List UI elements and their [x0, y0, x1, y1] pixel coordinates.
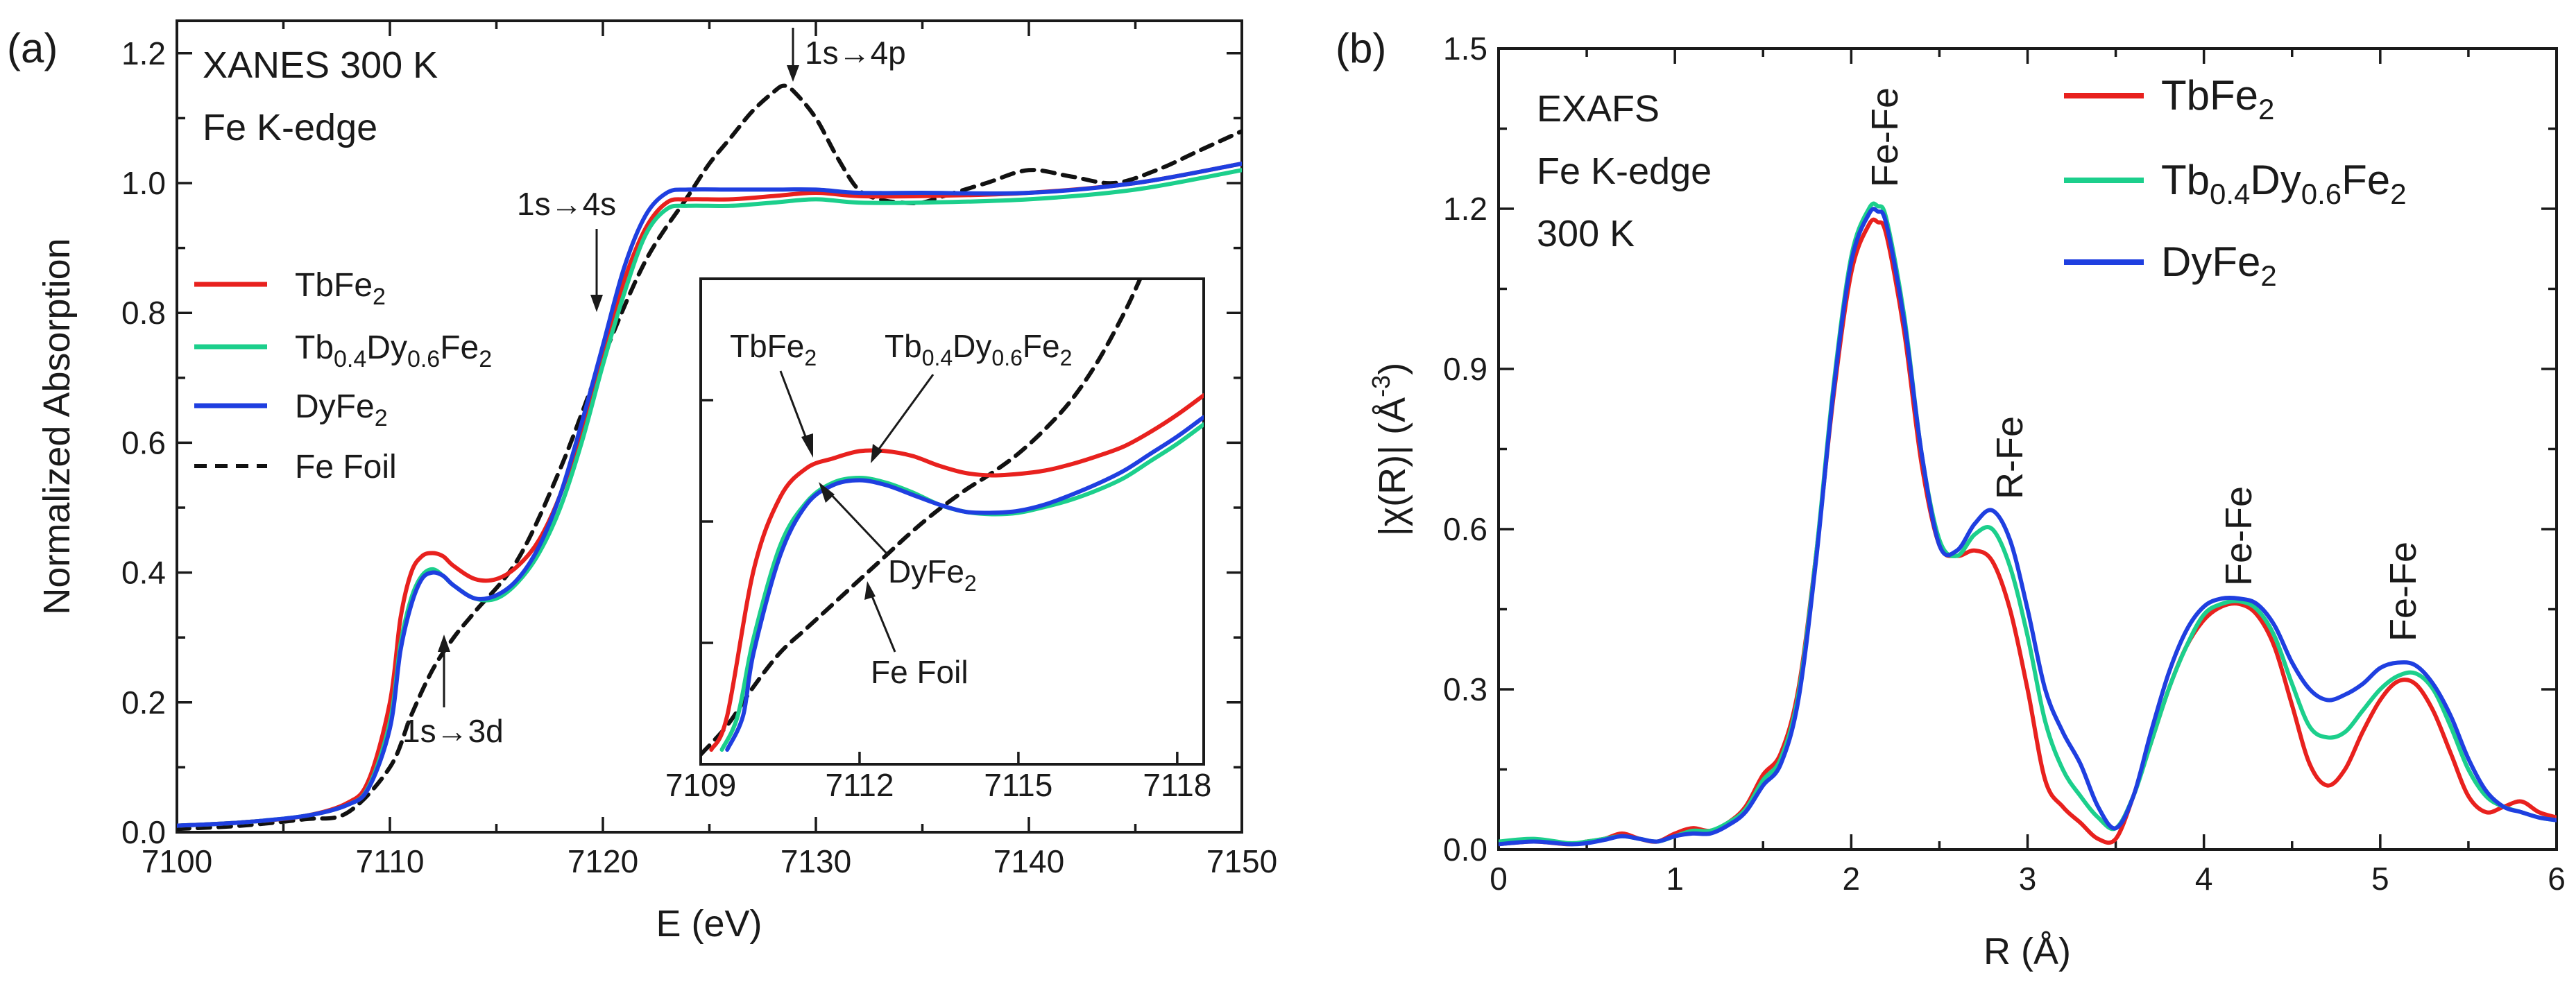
- x-tick-label-7140: 7140: [993, 843, 1064, 879]
- panel-a-y-axis-label: Normalized Absorption: [36, 238, 78, 614]
- panel-a-series: [177, 83, 1242, 832]
- inset-label-fe-foil: Fe Foil: [871, 654, 969, 690]
- inset-x-tick-label-7112: 7112: [825, 767, 894, 803]
- inset-series: [701, 279, 1204, 757]
- inset-label-dyfe2: DyFe2: [888, 553, 977, 596]
- y-tick-label-0.6: 0.6: [121, 424, 166, 460]
- panel-a-inset: 7109 7112 7115 7118 TbFe2 Tb0.4Dy0.6Fe2 DyF…: [665, 277, 1211, 803]
- legend-b-label-tb04dy06fe2: Tb0.4Dy0.6Fe2: [2161, 157, 2407, 210]
- legend-a-label-tbfe2: TbFe2: [295, 267, 386, 310]
- x-tick-label-4: 4: [2195, 861, 2213, 897]
- legend-a-label-tb04dy06fe2: Tb0.4Dy0.6Fe2: [295, 329, 492, 372]
- peak-label-fe-fe-1: Fe-Fe: [1864, 87, 1906, 187]
- y-tick-label-1.2: 1.2: [121, 35, 166, 71]
- inset-arrowhead-dyfe2: [819, 482, 835, 503]
- panel-a-x-axis-label: E (eV): [656, 903, 762, 945]
- series-line-dyfe2: [177, 161, 1242, 828]
- x-tick-label-7110: 7110: [356, 843, 425, 879]
- x-tick-label-7100: 7100: [142, 843, 212, 879]
- y-tick-label-0: 0.0: [1443, 832, 1487, 868]
- panel-b-x-axis-label: R (Å): [1984, 931, 2071, 972]
- panel-b-y-axis-label: |χ(R)| (Å-3): [1367, 363, 1413, 536]
- inset-arrow-fe-foil: [869, 592, 896, 653]
- x-tick-label-7120: 7120: [568, 843, 638, 879]
- y-tick-label-1.5: 1.5: [1443, 31, 1487, 67]
- inset-arrow-tb04dy06fe2: [876, 374, 935, 451]
- panel-b-label: (b): [1336, 25, 1386, 71]
- inset-arrowhead-fe-foil: [864, 581, 876, 600]
- x-tick-label-5: 5: [2371, 861, 2389, 897]
- panel-b-ticks: 0 1 2 3 4 5 6 0.0 0.3 0.6 0.9 1.2 1.5: [1443, 31, 2566, 897]
- series-line-tb04dy06fe2: [1499, 201, 2557, 845]
- series-line-fefoil: [701, 279, 1143, 757]
- panel-b-legend: TbFe2 Tb0.4Dy0.6Fe2 DyFe2: [2064, 72, 2407, 292]
- y-tick-label-1.2: 1.2: [1443, 191, 1487, 227]
- peak-label-r-fe: R-Fe: [1989, 416, 2031, 499]
- y-tick-label-0.9: 0.9: [1443, 351, 1487, 387]
- annotation-1s-4s: 1s→4s: [517, 186, 616, 312]
- inset-ticks: 7109 7112 7115 7118: [665, 399, 1211, 803]
- legend-a-label-fe-foil: Fe Foil: [295, 449, 397, 485]
- peak-label-fe-fe-2: Fe-Fe: [2218, 486, 2260, 586]
- series-line-fefoil: [177, 83, 1242, 832]
- panel-a: (a) 7100 7110 7120 7130 7140 7150 0.0 0.2 0.4 0.6…: [7, 19, 1277, 945]
- panel-b-title-line1: EXAFS: [1537, 88, 1660, 130]
- panel-a-title-line1: XANES 300 K: [203, 44, 438, 86]
- y-tick-label-0.8: 0.8: [121, 295, 166, 331]
- inset-arrow-dyfe2: [828, 491, 889, 556]
- x-tick-label-2: 2: [1843, 861, 1861, 897]
- x-tick-label-7130: 7130: [781, 843, 851, 879]
- series-line-dyfe2: [1499, 207, 2557, 847]
- inset-x-tick-label-7118: 7118: [1143, 767, 1211, 803]
- inset-label-tbfe2: TbFe2: [730, 328, 817, 370]
- legend-b-label-dyfe2: DyFe2: [2161, 239, 2277, 292]
- legend-b-label-tbfe2: TbFe2: [2161, 72, 2274, 126]
- inset-arrowhead-tb04dy06fe2: [871, 444, 882, 463]
- y-tick-label-0.6: 0.6: [1443, 511, 1487, 547]
- x-tick-label-1: 1: [1666, 861, 1684, 897]
- series-line-tbfe2: [1499, 217, 2557, 847]
- inset-arrowhead-tbfe2: [801, 433, 813, 458]
- x-tick-label-3: 3: [2019, 861, 2037, 897]
- x-tick-label-0: 0: [1490, 861, 1508, 897]
- panel-a-ticks: 7100 7110 7120 7130 7140 7150 0.0 0.2 0.4 0.6 0.8 1…: [121, 21, 1277, 879]
- y-tick-label-0.2: 0.2: [121, 684, 166, 721]
- y-tick-label-0.3: 0.3: [1443, 671, 1487, 707]
- panel-a-title-line2: Fe K-edge: [203, 107, 377, 148]
- panel-a-legend: TbFe2 Tb0.4Dy0.6Fe2 DyFe2 Fe Foil: [194, 267, 492, 485]
- inset-x-tick-label-7115: 7115: [984, 767, 1052, 803]
- annotation-1s-3d: 1s→3d: [402, 635, 504, 749]
- y-tick-label-0.4: 0.4: [121, 555, 166, 591]
- inset-label-tb04dy06fe2: Tb0.4Dy0.6Fe2: [885, 328, 1072, 370]
- series-line-tbfe2: [709, 393, 1204, 752]
- annotation-1s-3d-text: 1s→3d: [402, 713, 504, 749]
- arrowhead-1s-4s: [590, 295, 603, 312]
- arrowhead-1s-3d: [438, 635, 450, 652]
- arrowhead-1s-4p: [787, 65, 799, 82]
- x-tick-label-6: 6: [2548, 861, 2566, 897]
- inset-arrow-tbfe2: [779, 370, 810, 445]
- inset-x-tick-label-7109: 7109: [665, 767, 736, 803]
- annotation-1s-4s-text: 1s→4s: [517, 186, 616, 222]
- legend-a-label-dyfe2: DyFe2: [295, 388, 388, 431]
- annotation-1s-4p: 1s→4p: [787, 28, 906, 82]
- x-tick-label-7150: 7150: [1206, 843, 1277, 879]
- series-line-dyfe2: [725, 415, 1204, 752]
- panel-b-series: [1499, 201, 2557, 847]
- annotation-1s-4p-text: 1s→4p: [805, 35, 906, 71]
- panel-b: (b) 0 1 2 3 4 5 6 0.0 0.3 0.6 0.9 1.2 1.5 EXAFS Fe K…: [1336, 25, 2566, 972]
- panel-b-title-line2: Fe K-edge: [1537, 150, 1712, 192]
- y-tick-label-1: 1.0: [121, 165, 166, 201]
- y-tick-label-0: 0.0: [121, 814, 166, 850]
- panel-a-label: (a): [7, 25, 58, 71]
- panel-b-title-line3: 300 K: [1537, 213, 1635, 255]
- peak-label-fe-fe-3: Fe-Fe: [2382, 542, 2424, 641]
